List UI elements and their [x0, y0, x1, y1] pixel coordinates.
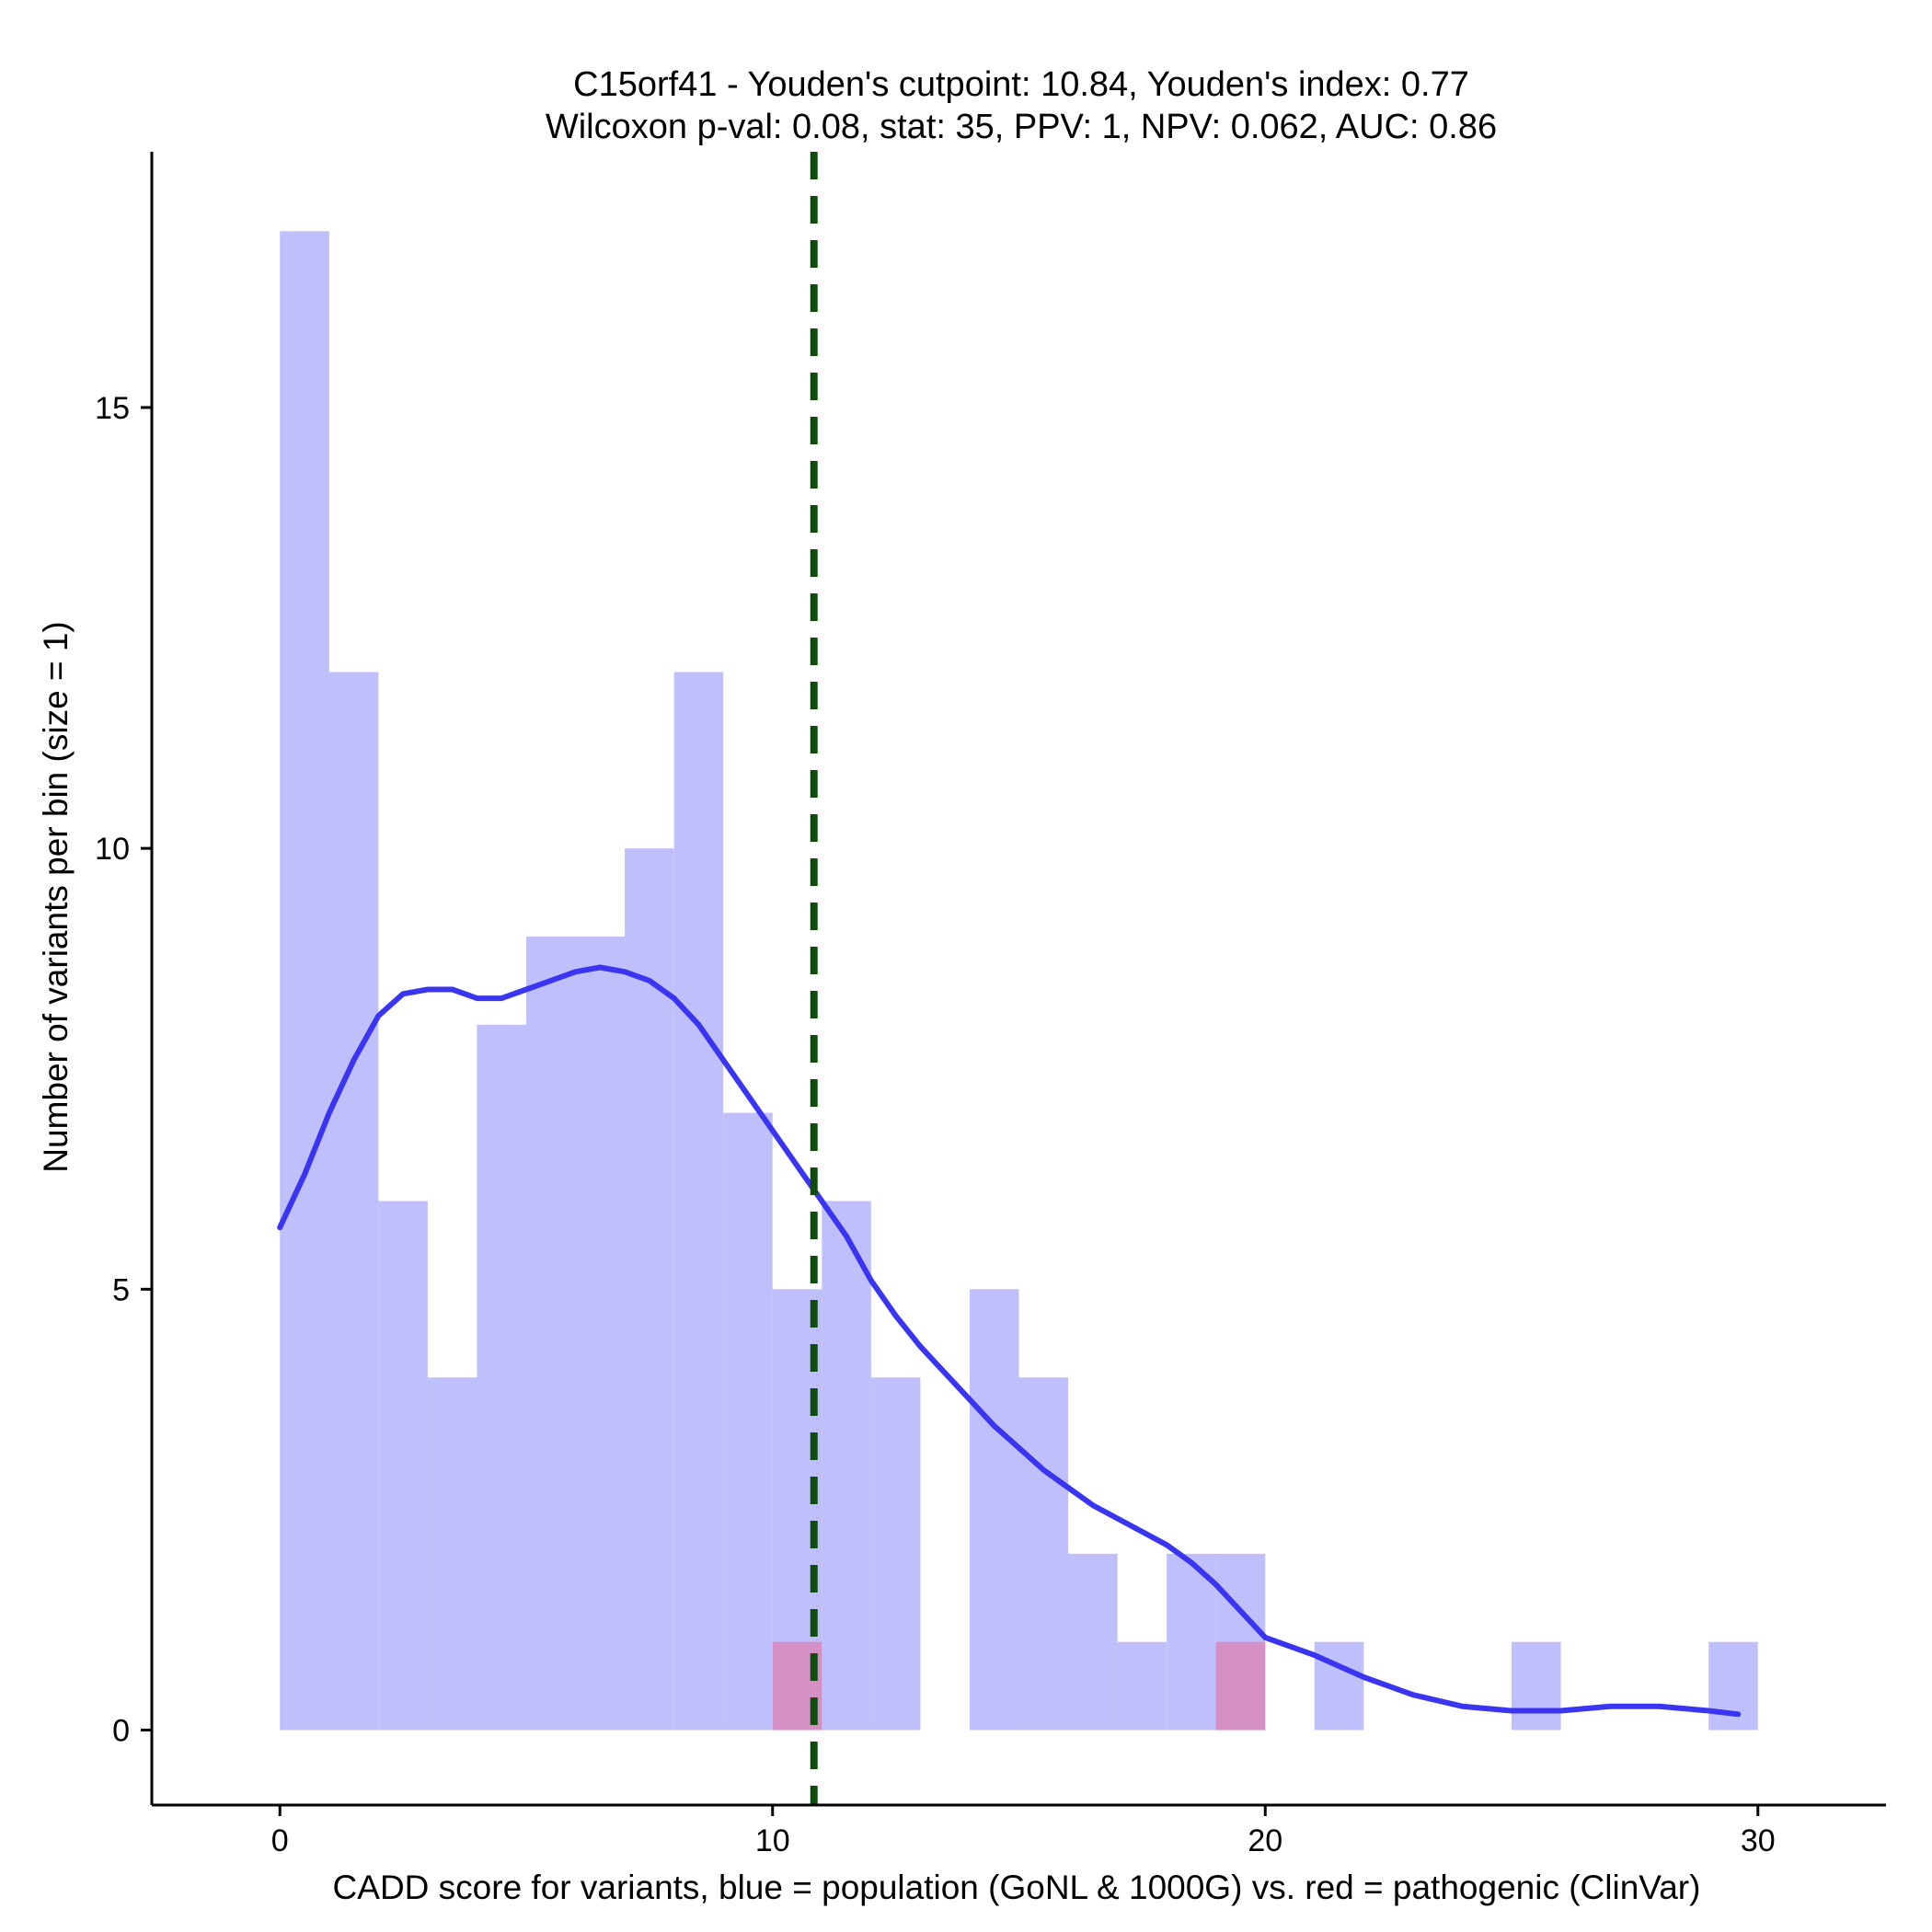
population-bar-21 — [1314, 1641, 1364, 1731]
axes: 0 10 20 30 0 5 10 15 — [95, 152, 1886, 1858]
population-bar-3 — [427, 1377, 477, 1731]
population-bars — [280, 231, 1758, 1731]
x-tick-label-10: 10 — [755, 1823, 790, 1858]
population-bar-5 — [525, 936, 576, 1731]
population-bar-17 — [1117, 1641, 1167, 1731]
population-bar-14 — [969, 1289, 1019, 1731]
pathogenic-bar-19 — [1215, 1641, 1266, 1731]
population-bar-4 — [477, 1024, 526, 1731]
density-curve — [277, 964, 1742, 1718]
population-bar-1 — [328, 672, 379, 1731]
plot-area — [277, 152, 1758, 1805]
population-bar-18 — [1167, 1553, 1216, 1731]
x-axis-ticks: 0 10 20 30 — [271, 1805, 1776, 1858]
chart-title: C15orf41 - Youden's cutpoint: 10.84, You… — [546, 65, 1497, 146]
population-bar-8 — [673, 672, 724, 1731]
chart-title-line-1: C15orf41 - Youden's cutpoint: 10.84, You… — [573, 65, 1469, 104]
population-bar-9 — [723, 1112, 773, 1731]
population-bar-6 — [575, 936, 626, 1731]
x-tick-label-0: 0 — [271, 1823, 289, 1858]
population-bar-16 — [1068, 1553, 1118, 1731]
population-bar-12 — [870, 1377, 921, 1731]
chart-title-line-2: Wilcoxon p-val: 0.08, stat: 35, PPV: 1, … — [546, 108, 1497, 146]
x-tick-label-20: 20 — [1248, 1823, 1282, 1858]
density-layer — [277, 964, 1742, 1718]
population-bar-29 — [1708, 1641, 1758, 1731]
population-bar-15 — [1018, 1377, 1069, 1731]
y-axis-ticks: 0 5 10 15 — [95, 391, 152, 1749]
y-tick-label-0: 0 — [112, 1714, 130, 1749]
y-tick-label-15: 15 — [95, 391, 130, 426]
y-tick-label-10: 10 — [95, 832, 130, 867]
x-axis-label: CADD score for variants, blue = populati… — [333, 1869, 1701, 1906]
y-tick-label-5: 5 — [112, 1272, 130, 1307]
x-tick-label-30: 30 — [1741, 1823, 1776, 1858]
population-bar-25 — [1512, 1641, 1561, 1731]
population-bar-11 — [822, 1201, 871, 1731]
population-bar-2 — [378, 1201, 428, 1731]
y-axis-label: Number of variants per bin (size = 1) — [37, 621, 75, 1172]
population-bar-0 — [280, 231, 329, 1731]
